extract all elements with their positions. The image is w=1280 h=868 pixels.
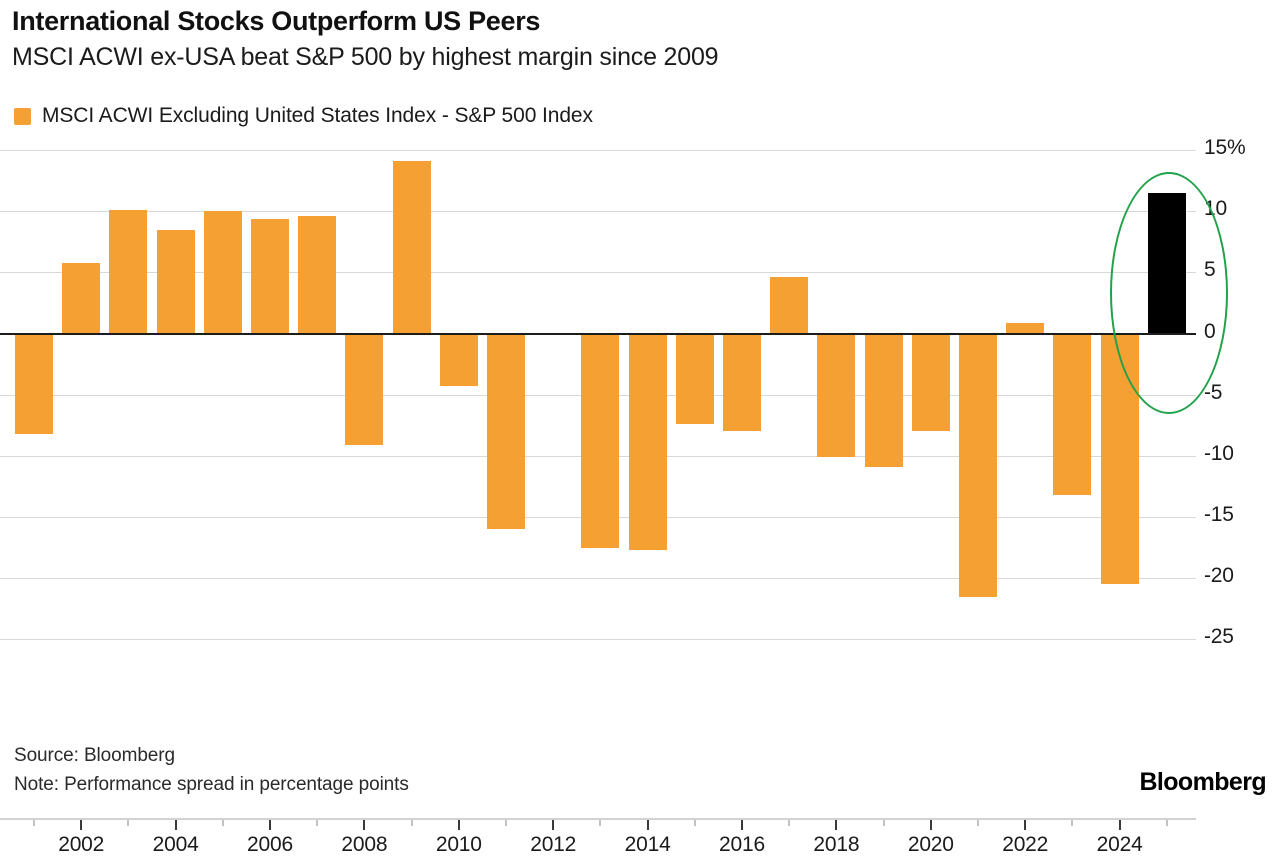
x-tick-major xyxy=(835,820,838,830)
x-axis: 2002 2004 2006 2008 2010 2012 2014 2016 2018 2020… xyxy=(0,818,1196,868)
x-tick-minor xyxy=(977,820,979,826)
x-tick-major xyxy=(741,820,743,830)
bar-2002 xyxy=(62,262,101,334)
bar-2009 xyxy=(392,161,431,334)
y-axis-tick-label: 10 xyxy=(1204,197,1227,221)
bar-2008 xyxy=(345,333,384,445)
method-note: Note: Performance spread in percentage p… xyxy=(14,773,409,795)
bar-2005 xyxy=(203,211,242,334)
gridline xyxy=(0,272,1196,274)
x-tick-minor xyxy=(33,820,35,826)
chart-subtitle: MSCI ACWI ex-USA beat S&P 500 by highest… xyxy=(12,42,719,71)
bar-2010 xyxy=(439,333,478,387)
x-tick-major xyxy=(80,820,83,830)
x-axis-tick-label: 2018 xyxy=(813,833,860,856)
x-tick-major xyxy=(269,820,271,830)
x-axis-tick-label: 2002 xyxy=(58,833,105,856)
bar-2006 xyxy=(251,218,289,334)
chart-canvas xyxy=(0,150,1228,670)
bar-2024 xyxy=(1100,333,1139,585)
x-tick-minor xyxy=(788,820,791,826)
y-axis-tick-label: -5 xyxy=(1204,380,1223,404)
legend-swatch-icon xyxy=(14,107,31,125)
chart-plot-area: 15% 10 5 0 -5 -10 -15 -20 -25 2002 2004 2006 2008 20… xyxy=(0,136,1280,856)
bar-2019 xyxy=(864,333,903,467)
bar-2004 xyxy=(156,229,195,334)
y-axis-tick-label: 0 xyxy=(1204,319,1216,343)
chart-header: International Stocks Outperform US Peers… xyxy=(12,0,1268,72)
x-tick-minor xyxy=(693,820,696,826)
zero-baseline xyxy=(0,332,1196,335)
x-tick-major xyxy=(363,820,366,830)
legend-label: MSCI ACWI Excluding United States Index … xyxy=(42,104,593,127)
y-axis-tick-label: -10 xyxy=(1204,441,1234,465)
bar-2014 xyxy=(628,333,667,551)
chart-footer: Source: Bloomberg Note: Performance spre… xyxy=(14,742,1266,800)
x-tick-minor xyxy=(882,820,885,826)
x-axis-tick-label: 2024 xyxy=(1096,833,1143,856)
gridline xyxy=(0,578,1196,580)
bar-2025 xyxy=(1147,192,1186,334)
x-tick-minor xyxy=(127,820,130,826)
x-tick-major xyxy=(646,820,649,830)
x-axis-tick-label: 2016 xyxy=(719,833,765,856)
bar-2003 xyxy=(109,209,148,334)
x-tick-minor xyxy=(410,820,413,826)
x-tick-minor xyxy=(505,820,507,826)
bar-2020 xyxy=(911,333,950,432)
bar-2013 xyxy=(581,333,620,548)
y-axis-tick-label: 5 xyxy=(1204,258,1216,282)
x-tick-minor xyxy=(1165,820,1168,826)
x-tick-minor xyxy=(316,820,319,826)
bar-2015 xyxy=(675,333,714,425)
x-axis-line xyxy=(0,818,1196,820)
bar-2018 xyxy=(817,333,856,458)
x-tick-major xyxy=(929,820,932,830)
x-tick-major xyxy=(1024,820,1027,830)
bloomberg-wordmark: Bloomberg xyxy=(1139,768,1266,796)
bar-2016 xyxy=(723,333,761,432)
gridline xyxy=(0,639,1196,641)
bar-2011 xyxy=(487,333,525,530)
bar-2001 xyxy=(15,333,53,434)
gridline xyxy=(0,211,1196,213)
gridline xyxy=(0,150,1196,151)
x-axis-tick-label: 2014 xyxy=(624,833,671,856)
bar-2017 xyxy=(770,277,809,334)
bar-2007 xyxy=(298,216,337,334)
y-axis-tick-label: -15 xyxy=(1204,503,1234,527)
x-tick-major xyxy=(174,820,177,830)
source-note: Source: Bloomberg xyxy=(14,745,175,766)
bar-2023 xyxy=(1053,333,1092,496)
y-axis-tick-label: 15% xyxy=(1204,136,1246,159)
x-axis-tick-label: 2008 xyxy=(341,833,388,856)
x-axis-tick-label: 2012 xyxy=(530,833,577,856)
x-axis-tick-label: 2010 xyxy=(435,833,482,856)
page-title: International Stocks Outperform US Peers xyxy=(12,6,541,36)
x-tick-major xyxy=(552,820,555,830)
y-axis-tick-label: -20 xyxy=(1204,564,1234,588)
x-axis-tick-label: 2020 xyxy=(907,833,954,856)
x-axis-tick-label: 2022 xyxy=(1002,833,1049,856)
chart-legend: MSCI ACWI Excluding United States Index … xyxy=(14,104,593,128)
bar-2022 xyxy=(1006,322,1045,334)
y-axis-tick-label: -25 xyxy=(1204,625,1234,649)
bar-2021 xyxy=(959,333,997,597)
x-axis-tick-label: 2006 xyxy=(247,833,293,856)
x-tick-minor xyxy=(599,820,602,826)
x-tick-major xyxy=(457,820,460,830)
x-tick-minor xyxy=(221,820,224,826)
x-axis-tick-label: 2004 xyxy=(152,833,199,856)
x-tick-minor xyxy=(1071,820,1074,826)
x-tick-major xyxy=(1118,820,1121,830)
